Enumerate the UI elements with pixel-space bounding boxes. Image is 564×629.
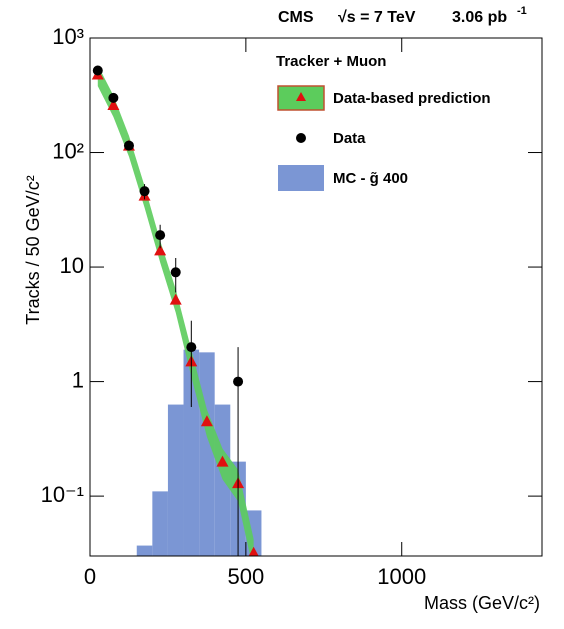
- plot-area: [91, 65, 262, 556]
- data-point: [233, 376, 244, 387]
- prediction-band: [97, 65, 254, 556]
- legend-label: MC - g̃ 400: [333, 170, 408, 187]
- data-point: [170, 267, 181, 278]
- y-tick-label: 10: [60, 253, 84, 278]
- luminosity-exponent: -1: [517, 5, 527, 17]
- legend-label: Data: [333, 130, 366, 147]
- legend-triangle: [296, 92, 306, 101]
- prediction-point: [200, 415, 213, 427]
- prediction-point: [107, 99, 120, 111]
- legend-dot: [296, 133, 306, 143]
- y-axis-title: Tracks / 50 GeV/c²: [23, 175, 43, 324]
- x-tick-label: 0: [84, 564, 96, 589]
- data-point: [186, 342, 197, 353]
- prediction-point: [216, 455, 229, 467]
- energy: √s = 7 TeV: [338, 9, 416, 26]
- legend-label: Data-based prediction: [333, 90, 491, 107]
- y-tick-label: 1: [72, 367, 84, 392]
- data-point: [92, 65, 103, 76]
- data-point: [108, 92, 119, 103]
- mc-bar: [199, 352, 215, 556]
- prediction-point: [169, 293, 182, 305]
- mc-bar: [183, 349, 200, 556]
- x-axis-title: Mass (GeV/c²): [424, 593, 540, 613]
- y-tick-label: 10⁻¹: [41, 482, 84, 507]
- mc-bar: [152, 491, 168, 556]
- frame: [89, 37, 543, 557]
- experiment: CMS: [278, 9, 314, 26]
- legend-hist-swatch: [278, 165, 324, 191]
- prediction-point: [154, 244, 167, 256]
- mc-bar: [136, 545, 153, 556]
- data-point: [155, 230, 166, 241]
- y-tick-label: 10²: [52, 138, 84, 163]
- legend: Data-based prediction Data MC - g̃ 400: [277, 85, 491, 191]
- data-point: [123, 140, 134, 151]
- x-tick-label: 1000: [377, 564, 426, 589]
- mc-bar: [167, 404, 184, 556]
- luminosity: 3.06 pb: [452, 9, 507, 26]
- x-tick-label: 500: [228, 564, 265, 589]
- prediction-point: [248, 546, 259, 556]
- legend-header: Tracker + Muon: [276, 53, 386, 70]
- y-tick-label: 10³: [52, 24, 84, 49]
- data-point: [139, 186, 150, 197]
